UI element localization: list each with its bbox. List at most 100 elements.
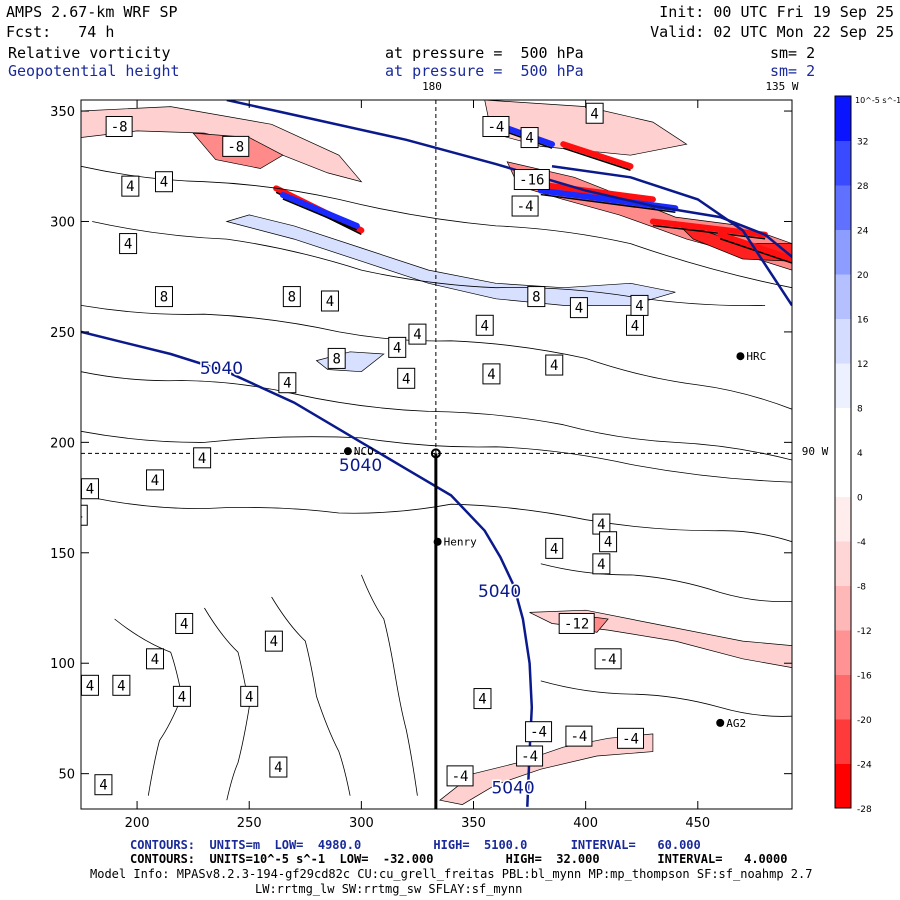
vorticity-label-box — [527, 286, 546, 308]
vorticity-label-text: -16 — [519, 173, 544, 189]
vorticity-label-box — [240, 685, 259, 707]
colorbar-tick-label: 20 — [857, 271, 869, 281]
colorbar-tick-label: -12 — [857, 627, 872, 637]
vorticity-label-box — [388, 336, 407, 358]
header-valid: Valid: 02 UTC Mon 22 Sep 25 — [650, 23, 894, 41]
colorbar-segment — [835, 407, 851, 453]
vorticity-label-box — [511, 195, 539, 217]
vorticity-label-text: 4 — [180, 616, 188, 632]
header-init: Init: 00 UTC Fri 19 Sep 25 — [659, 3, 894, 21]
colorbar-tick-label: 12 — [857, 360, 868, 370]
vorticity-label-text: 4 — [124, 237, 132, 253]
vorticity-label-text: -4 — [521, 749, 538, 765]
vorticity-label-text: -4 — [488, 120, 505, 136]
y-tick-label: 350 — [50, 105, 75, 120]
vorticity-label-text: 4 — [274, 760, 282, 776]
station-marker — [716, 718, 725, 727]
vorticity-streak — [717, 231, 792, 263]
field1-smoothing: sm= 2 — [770, 44, 816, 62]
vorticity-label-text: 4 — [86, 482, 94, 498]
vorticity-contour-line — [81, 371, 792, 461]
vorticity-label-box — [94, 774, 113, 796]
colorbar-tick-label: 32 — [857, 138, 868, 148]
colorbar-segment — [835, 719, 851, 764]
vorticity-label-box — [446, 765, 474, 787]
vorticity-label-box — [269, 756, 288, 778]
vorticity-label-text: 4 — [245, 689, 253, 705]
field1-level: at pressure = 500 hPa — [385, 44, 584, 62]
vorticity-label-box — [154, 171, 173, 193]
station-label: AG2 — [726, 717, 746, 730]
vorticity-streak-contour — [562, 147, 631, 171]
vorticity-label-box — [81, 504, 88, 526]
vorticity-label-box — [545, 537, 564, 559]
y-tick-label: 250 — [50, 326, 75, 341]
vorticity-label-box — [592, 553, 611, 575]
vorticity-label-box — [594, 648, 622, 670]
vorticity-label-box — [121, 175, 140, 197]
vorticity-label-text: 4 — [604, 535, 612, 551]
station-label: NCO — [354, 445, 374, 458]
colorbar-tick-label: -24 — [857, 761, 872, 771]
colorbar-segment — [835, 630, 851, 675]
height-contour-label: 5040 — [491, 779, 534, 799]
vorticity-streak — [649, 218, 769, 238]
header-model: AMPS 2.67-km WRF SP — [6, 3, 178, 21]
vorticity-contour-line — [540, 563, 792, 603]
vorticity-label-text: 4 — [126, 179, 134, 195]
vorticity-label-box — [222, 135, 250, 157]
vorticity-label-text: 4 — [151, 652, 159, 668]
vorticity-label-text: -12 — [564, 616, 589, 632]
vorticity-label-box — [105, 116, 133, 138]
y-tick-label: 200 — [50, 436, 75, 451]
vorticity-label-text: -4 — [600, 652, 617, 668]
field2-smoothing: sm= 2 — [770, 62, 816, 80]
vorticity-label-box — [525, 721, 553, 743]
footer-height-contours: CONTOURS: UNITS=m LOW= 4980.0 HIGH= 5100… — [130, 838, 701, 852]
colorbar-segment — [835, 185, 851, 230]
vorticity-label-box — [327, 347, 346, 369]
footer-vorticity-contours: CONTOURS: UNITS=10^-5 s^-1 LOW= -32.000 … — [130, 852, 788, 866]
vorticity-label-box — [175, 612, 194, 634]
colorbar-segment — [835, 496, 851, 542]
vorticity-streak-contour — [282, 198, 358, 231]
vorticity-label-text: -4 — [622, 731, 639, 747]
station-marker — [433, 537, 442, 546]
vorticity-label-text: 4 — [487, 367, 495, 383]
vorticity-label-text: 4 — [270, 634, 278, 650]
vorticity-label-text: 4 — [550, 541, 558, 557]
vorticity-contour-line — [81, 305, 792, 410]
footer-model-info: Model Info: MPASv8.2.3-194-gf29cd82c CU:… — [90, 867, 813, 881]
colorbar-segment — [835, 274, 851, 319]
vorticity-label-box — [617, 727, 645, 749]
station-marker — [343, 447, 352, 456]
colorbar-segment — [835, 96, 851, 141]
vorticity-label-box — [172, 685, 191, 707]
vorticity-label-text: -8 — [111, 120, 128, 136]
vorticity-label-text: 4 — [326, 294, 334, 310]
vorticity-label-text: 4 — [283, 376, 291, 392]
vorticity-label-box — [585, 102, 604, 124]
vorticity-label-text: -4 — [452, 769, 469, 785]
vorticity-label-box — [278, 372, 297, 394]
x-tick-label: 400 — [573, 816, 598, 831]
vorticity-contour-line — [540, 680, 792, 717]
vorticity-streak — [560, 141, 634, 170]
vorticity-label-text: 4 — [117, 678, 125, 694]
vorticity-contour-line — [81, 430, 792, 483]
height-contour-north — [226, 100, 792, 258]
vorticity-label-box — [146, 469, 165, 491]
colorbar-tick-label: -8 — [857, 583, 866, 593]
colorbar-segment — [835, 452, 851, 497]
vorticity-label-box — [599, 531, 618, 553]
vorticity-label-box — [473, 688, 492, 710]
x-tick-label: 350 — [461, 816, 486, 831]
vorticity-label-box — [119, 233, 138, 255]
colorbar-tick-label: -4 — [857, 538, 866, 548]
vorticity-label-text: 4 — [550, 358, 558, 374]
station-label: HRC — [746, 350, 766, 363]
colorbar-tick-label: 24 — [857, 227, 869, 237]
vorticity-label-box — [146, 648, 165, 670]
vorticity-label-box — [630, 294, 649, 316]
